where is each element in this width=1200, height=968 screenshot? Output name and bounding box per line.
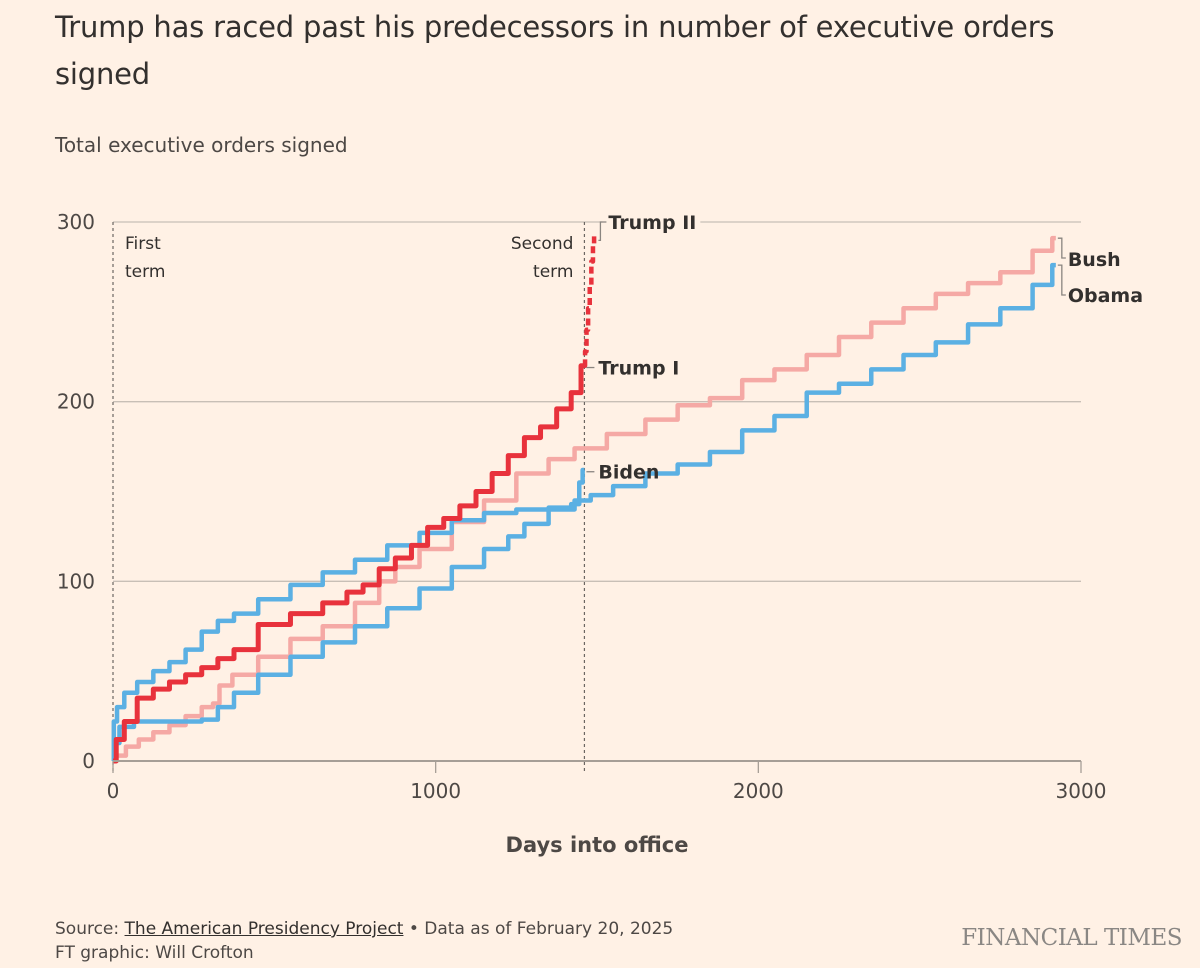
x-tick-label-2000: 2000 — [733, 779, 784, 803]
source-prefix: Source: — [55, 919, 125, 939]
y-tick-label-200: 200 — [57, 390, 95, 414]
term-annotation-0-1: term — [125, 262, 165, 282]
label-leader-trump-ii — [598, 221, 607, 242]
term-annotation-1-0: Second — [511, 234, 574, 254]
term-annotation-0-0: First — [125, 234, 161, 254]
series-label-biden: Biden — [598, 462, 659, 484]
term-annotation-1-1: term — [533, 262, 573, 282]
series-label-bush: Bush — [1068, 249, 1121, 271]
y-tick-label-0: 0 — [82, 749, 95, 773]
data-note: • Data as of February 20, 2025 — [403, 919, 674, 939]
source-link[interactable]: The American Presidency Project — [124, 919, 404, 939]
x-tick-label-0: 0 — [107, 779, 120, 803]
x-tick-label-3000: 3000 — [1056, 779, 1107, 803]
label-leader-obama — [1057, 264, 1066, 296]
ft-logo: FINANCIAL TIMES — [961, 925, 1182, 951]
y-tick-label-300: 300 — [57, 210, 95, 234]
series-line-trump-ii — [582, 234, 597, 368]
credit-line: FT graphic: Will Crofton — [55, 943, 254, 963]
gridlines — [113, 221, 1081, 582]
x-axis-label: Days into office — [506, 833, 689, 857]
footer: Source: The American Presidency Project … — [55, 917, 673, 965]
series-label-trump-ii: Trump II — [608, 212, 696, 234]
series-line-biden — [111, 467, 585, 764]
y-tick-label-100: 100 — [57, 569, 95, 593]
term-markers: First term Second term — [112, 222, 586, 771]
series-line-trump-i — [113, 363, 585, 764]
label-leader-bush — [1057, 237, 1066, 259]
series-line-obama — [112, 262, 1056, 764]
series-label-trump-i: Trump I — [598, 358, 679, 380]
x-tick-label-1000: 1000 — [410, 779, 461, 803]
series-label-obama: Obama — [1068, 285, 1143, 307]
chart-title: Trump has raced past his predecessors in… — [55, 10, 1055, 91]
series-lines — [111, 234, 1056, 764]
chart-subtitle: Total executive orders signed — [55, 133, 348, 157]
source-line: Source: The American Presidency Project … — [55, 917, 673, 941]
series-labels: Trump II Trump I Biden Bush Obama — [586, 212, 1143, 484]
